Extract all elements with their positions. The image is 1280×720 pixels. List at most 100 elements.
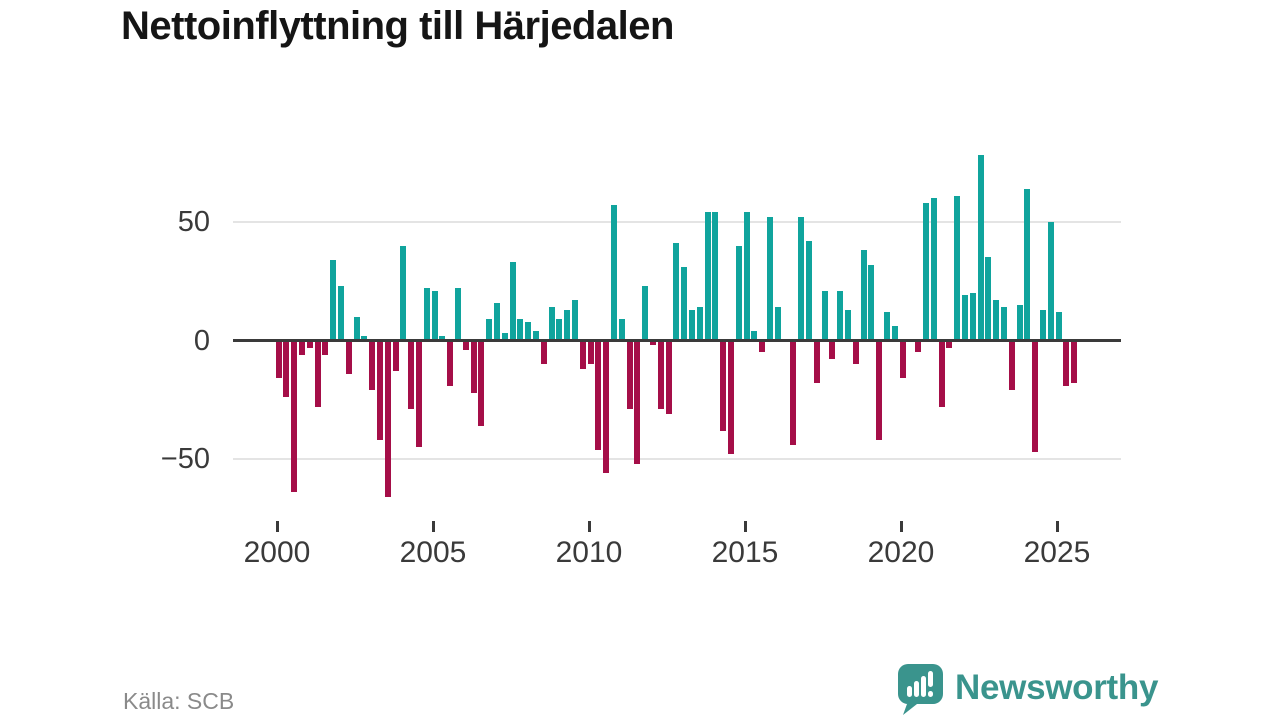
bar-2019-q2 xyxy=(876,340,883,441)
bar-2006-q2 xyxy=(470,340,477,393)
bar-2016-q1 xyxy=(774,307,781,341)
bar-2002-q1 xyxy=(337,285,345,341)
bar-2012-q1 xyxy=(649,340,657,346)
bar-2022-q2 xyxy=(969,293,976,341)
bar-2002-q3 xyxy=(353,316,360,341)
bar-2009-q3 xyxy=(571,300,579,341)
bar-2002-q4 xyxy=(361,335,368,341)
bar-2020-q4 xyxy=(922,202,930,341)
bar-2015-q1 xyxy=(743,212,750,341)
bar-2007-q4 xyxy=(517,319,524,341)
x-axis-tick-2010 xyxy=(587,521,591,532)
bar-2013-q1 xyxy=(681,266,688,341)
bar-2009-q4 xyxy=(579,340,586,369)
bar-2000-q4 xyxy=(298,340,306,355)
x-axis-tick-2025 xyxy=(1055,521,1059,532)
bar-2010-q4 xyxy=(610,205,618,341)
bar-2016-q4 xyxy=(798,217,805,341)
bar-2022-q1 xyxy=(961,295,969,341)
bar-2005-q4 xyxy=(454,288,462,341)
bar-2021-q3 xyxy=(946,340,953,348)
bar-2001-q4 xyxy=(330,259,337,341)
y-axis-label--50: −50 xyxy=(160,443,210,476)
bar-2011-q1 xyxy=(618,319,625,341)
bar-2015-q4 xyxy=(766,217,774,341)
bar-2019-q1 xyxy=(868,264,875,341)
bar-2005-q3 xyxy=(447,340,454,386)
bar-2014-q3 xyxy=(727,340,735,455)
bar-2010-q1 xyxy=(587,340,594,365)
bar-2011-q3 xyxy=(634,340,641,464)
gridline--50 xyxy=(233,458,1121,461)
bar-2017-q2 xyxy=(813,340,820,384)
bar-2001-q1 xyxy=(306,340,313,348)
bar-2022-q3 xyxy=(977,155,984,341)
bar-2024-q3 xyxy=(1039,309,1047,341)
x-axis-tick-2015 xyxy=(743,521,747,532)
bar-2004-q3 xyxy=(415,340,423,448)
bar-2018-q4 xyxy=(860,250,867,341)
bar-2004-q4 xyxy=(423,288,430,341)
bar-2000-q3 xyxy=(291,340,298,493)
bar-2015-q2 xyxy=(751,331,758,341)
bar-2002-q2 xyxy=(345,340,352,374)
bar-2024-q2 xyxy=(1032,340,1039,452)
bar-2013-q4 xyxy=(704,212,711,341)
brand-logo: Newsworthy xyxy=(897,663,1158,716)
bar-2025-q2 xyxy=(1063,340,1070,386)
bar-2007-q1 xyxy=(493,302,501,341)
x-axis-tick-2020 xyxy=(899,521,903,532)
bar-2008-q1 xyxy=(525,321,532,341)
bar-2017-q1 xyxy=(805,240,813,341)
x-axis-tick-2005 xyxy=(431,521,435,532)
bar-2000-q2 xyxy=(283,340,290,398)
bar-2007-q2 xyxy=(501,333,508,341)
bar-2014-q2 xyxy=(720,340,727,431)
bar-2019-q3 xyxy=(883,312,891,341)
x-axis-label-2005: 2005 xyxy=(399,536,467,569)
bar-2001-q2 xyxy=(314,340,321,407)
bar-2025-q1 xyxy=(1055,312,1062,341)
bar-2020-q3 xyxy=(915,340,922,353)
bar-2012-q2 xyxy=(657,340,664,410)
x-axis-label-2000: 2000 xyxy=(243,536,311,569)
bar-2015-q3 xyxy=(759,340,766,353)
bar-2004-q2 xyxy=(408,340,415,410)
bar-2014-q1 xyxy=(712,212,719,341)
bar-2013-q3 xyxy=(696,307,703,341)
bar-2008-q2 xyxy=(532,331,540,341)
newsworthy-icon xyxy=(898,664,943,715)
y-axis-label-0: 0 xyxy=(193,324,210,357)
bar-2016-q3 xyxy=(790,340,797,445)
bar-2011-q4 xyxy=(642,285,649,341)
bar-2023-q2 xyxy=(1000,307,1008,341)
bar-2010-q3 xyxy=(603,340,610,474)
bar-2012-q3 xyxy=(665,340,672,415)
bar-2005-q2 xyxy=(439,335,446,341)
bar-2008-q3 xyxy=(540,340,547,365)
bar-2008-q4 xyxy=(548,307,555,341)
x-axis-label-2010: 2010 xyxy=(555,536,623,569)
bar-2006-q3 xyxy=(478,340,485,426)
bar-2003-q4 xyxy=(392,340,399,372)
bar-2024-q4 xyxy=(1047,221,1054,341)
bar-2017-q4 xyxy=(829,340,836,360)
bar-2025-q3 xyxy=(1071,340,1078,384)
bar-2013-q2 xyxy=(688,309,696,341)
bar-2017-q3 xyxy=(821,290,828,341)
bar-2018-q1 xyxy=(837,290,844,341)
bar-2023-q1 xyxy=(993,300,1000,341)
bar-2018-q3 xyxy=(852,340,859,365)
bar-2009-q2 xyxy=(564,309,571,341)
bar-2023-q4 xyxy=(1016,304,1023,341)
bar-2020-q1 xyxy=(899,340,906,379)
bar-2010-q2 xyxy=(595,340,602,450)
x-axis-label-2025: 2025 xyxy=(1023,536,1091,569)
brand-name: Newsworthy xyxy=(955,667,1159,707)
bar-2014-q4 xyxy=(735,245,742,341)
y-axis-label-50: 50 xyxy=(177,205,210,238)
source-note: Källa: SCB xyxy=(123,688,235,714)
x-axis-label-2020: 2020 xyxy=(867,536,935,569)
bar-2003-q1 xyxy=(369,340,376,391)
